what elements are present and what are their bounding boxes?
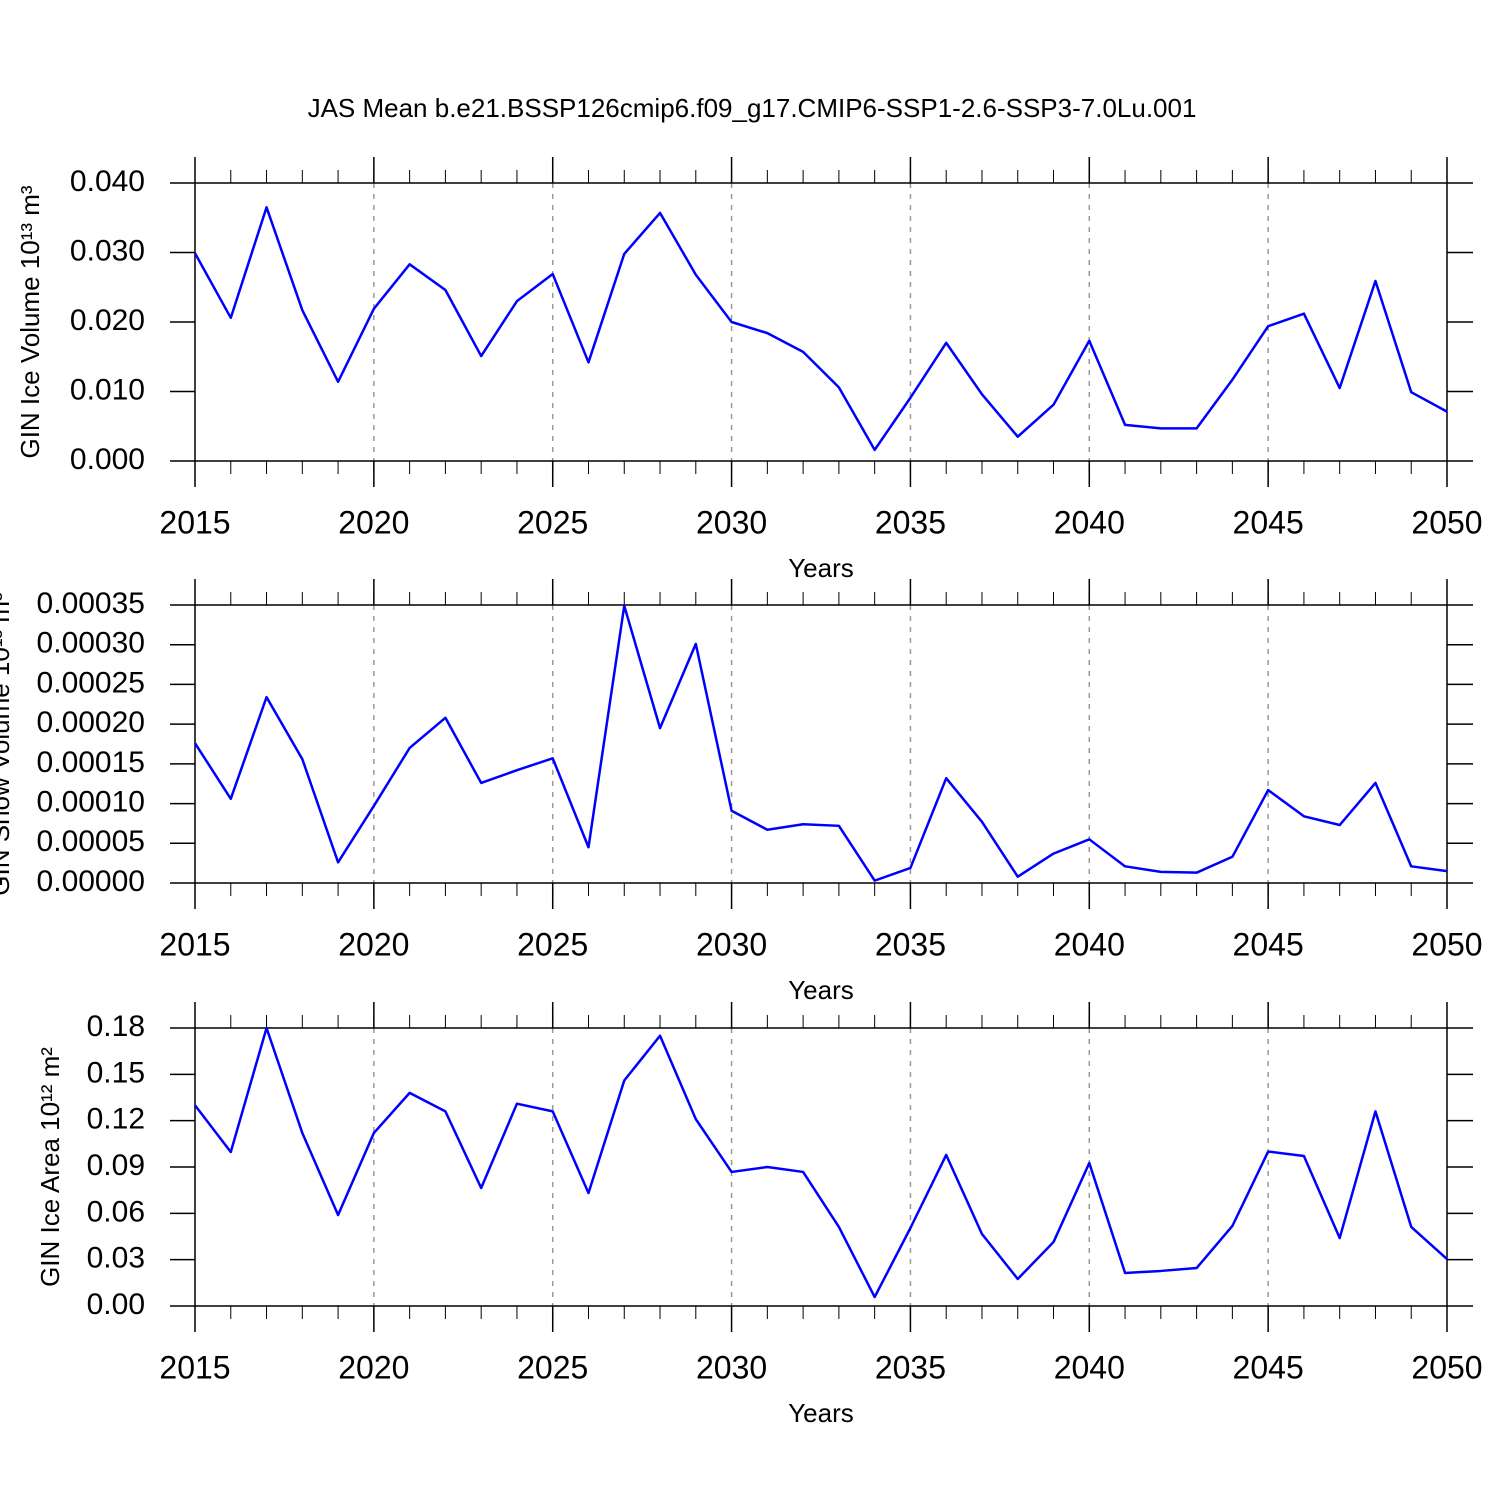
x-tick-label: 2035 <box>875 926 946 962</box>
plot-frame <box>194 604 1448 884</box>
x-axis-label: Years <box>788 553 854 583</box>
y-axis-label: GIN Ice Volume 10¹³ m³ <box>15 185 45 458</box>
x-tick-label: 2035 <box>875 1349 946 1385</box>
y-tick-label: 0.03 <box>87 1242 145 1275</box>
y-tick-label: 0.020 <box>70 304 145 337</box>
data-line <box>194 1026 1448 1299</box>
x-tick-label: 2030 <box>696 504 767 540</box>
y-tick-label: 0.00015 <box>37 746 145 779</box>
y-tick-label: 0.12 <box>87 1103 145 1136</box>
y-tick-label: 0.15 <box>87 1056 145 1089</box>
x-tick-label: 2050 <box>1411 1349 1482 1385</box>
y-tick-label: 0.00 <box>87 1288 145 1321</box>
x-tick-label: 2045 <box>1233 1349 1304 1385</box>
data-line <box>193 604 1448 882</box>
x-tick-label: 2020 <box>338 926 409 962</box>
x-tick-label: 2025 <box>517 926 588 962</box>
x-tick-label: 2035 <box>875 504 946 540</box>
y-tick-label: 0.00025 <box>37 666 145 699</box>
y-tick-label: 0.00030 <box>37 627 145 660</box>
x-axis-label: Years <box>788 1398 854 1428</box>
x-tick-label: 2015 <box>159 504 230 540</box>
data-line <box>193 206 1448 452</box>
x-tick-label: 2045 <box>1233 926 1304 962</box>
y-tick-label: 0.06 <box>87 1195 145 1228</box>
y-tick-label: 0.00035 <box>37 587 145 620</box>
y-axis-label: GIN Ice Area 10¹² m² <box>35 1047 65 1287</box>
x-tick-label: 2050 <box>1411 504 1482 540</box>
y-tick-label: 0.000 <box>70 443 145 476</box>
plot-frame <box>194 1027 1448 1307</box>
plot-frame <box>194 182 1448 462</box>
x-tick-label: 2025 <box>517 504 588 540</box>
y-tick-label: 0.00020 <box>37 706 145 739</box>
y-tick-label: 0.18 <box>87 1010 145 1043</box>
y-tick-label: 0.00000 <box>37 865 145 898</box>
y-tick-label: 0.040 <box>70 165 145 198</box>
y-tick-label: 0.010 <box>70 373 145 406</box>
x-tick-label: 2020 <box>338 504 409 540</box>
y-tick-label: 0.030 <box>70 234 145 267</box>
chart-title: JAS Mean b.e21.BSSP126cmip6.f09_g17.CMIP… <box>308 93 1197 123</box>
x-axis-label: Years <box>788 975 854 1005</box>
x-tick-label: 2050 <box>1411 926 1482 962</box>
x-tick-label: 2040 <box>1054 926 1125 962</box>
x-tick-label: 2045 <box>1233 504 1304 540</box>
x-tick-label: 2030 <box>696 1349 767 1385</box>
y-tick-label: 0.00005 <box>37 825 145 858</box>
x-tick-label: 2020 <box>338 1349 409 1385</box>
x-tick-label: 2015 <box>159 1349 230 1385</box>
y-tick-label: 0.00010 <box>37 785 145 818</box>
x-tick-label: 2025 <box>517 1349 588 1385</box>
y-tick-label: 0.09 <box>87 1149 145 1182</box>
x-tick-label: 2015 <box>159 926 230 962</box>
y-axis-label: GIN Snow Volume 10¹³ m³ <box>0 592 15 896</box>
x-tick-label: 2040 <box>1054 1349 1125 1385</box>
x-tick-label: 2040 <box>1054 504 1125 540</box>
x-tick-label: 2030 <box>696 926 767 962</box>
